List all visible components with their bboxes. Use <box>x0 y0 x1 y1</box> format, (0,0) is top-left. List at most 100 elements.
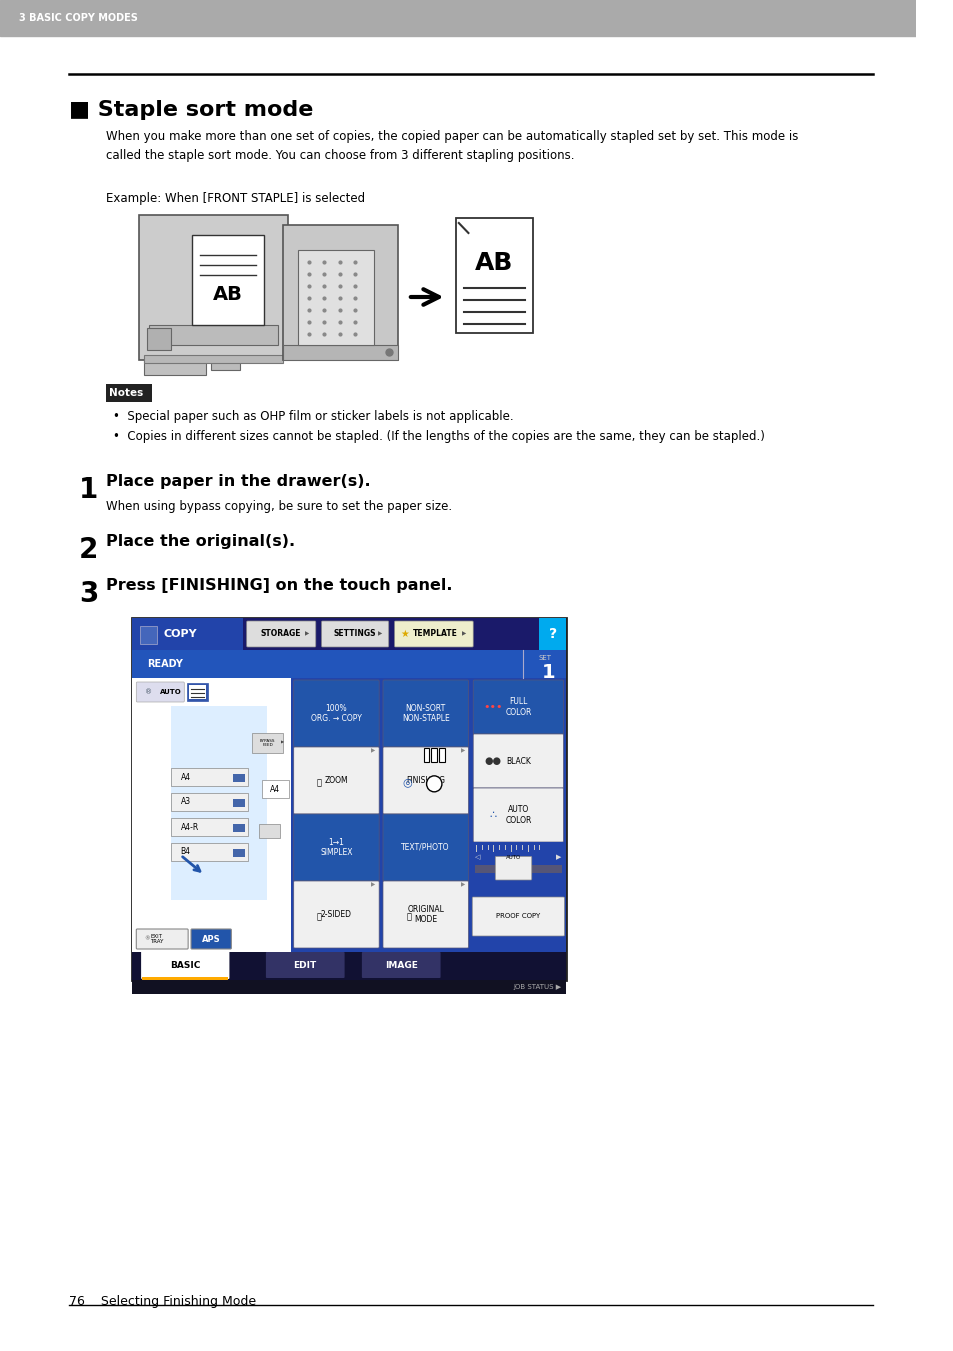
Bar <box>431 748 436 762</box>
FancyBboxPatch shape <box>473 680 563 734</box>
Text: ®: ® <box>144 936 150 942</box>
FancyBboxPatch shape <box>321 621 388 647</box>
Bar <box>132 979 566 994</box>
Text: AUTO: AUTO <box>160 689 182 694</box>
Bar <box>171 843 248 861</box>
Bar <box>132 617 566 979</box>
Bar <box>233 848 245 857</box>
Text: B4: B4 <box>180 847 191 857</box>
FancyBboxPatch shape <box>395 621 473 647</box>
Text: AUTO
COLOR: AUTO COLOR <box>505 805 531 824</box>
FancyBboxPatch shape <box>382 881 468 948</box>
Text: ●●: ●● <box>484 757 501 766</box>
Bar <box>0 0 915 36</box>
Bar <box>144 355 283 363</box>
Text: 3: 3 <box>79 580 98 608</box>
Bar <box>171 707 267 900</box>
Text: COPY: COPY <box>163 630 196 639</box>
FancyBboxPatch shape <box>136 929 188 948</box>
Text: •••: ••• <box>483 703 502 712</box>
Text: 76    Selecting Finishing Mode: 76 Selecting Finishing Mode <box>69 1296 256 1308</box>
Text: 📄: 📄 <box>316 778 321 788</box>
Text: BLACK: BLACK <box>505 757 530 766</box>
Text: A4: A4 <box>270 785 280 793</box>
Bar <box>233 798 245 807</box>
Bar <box>144 359 206 376</box>
Bar <box>132 952 566 979</box>
Bar <box>132 678 566 952</box>
Text: •  Special paper such as OHP film or sticker labels is not applicable.: • Special paper such as OHP film or stic… <box>113 409 514 423</box>
Text: ◁: ◁ <box>475 854 480 861</box>
Text: AB: AB <box>213 285 242 304</box>
Text: •  Copies in different sizes cannot be stapled. (If the lengths of the copies ar: • Copies in different sizes cannot be st… <box>113 430 764 443</box>
Bar <box>211 359 240 370</box>
Bar <box>132 678 291 952</box>
FancyBboxPatch shape <box>473 734 563 788</box>
FancyBboxPatch shape <box>294 815 378 881</box>
FancyBboxPatch shape <box>247 621 315 647</box>
Text: 1: 1 <box>541 662 556 681</box>
Bar <box>171 793 248 811</box>
Bar <box>283 345 398 359</box>
Text: ▶: ▶ <box>377 631 382 636</box>
FancyBboxPatch shape <box>294 881 378 948</box>
Text: 📄: 📄 <box>316 912 321 921</box>
Text: ▶: ▶ <box>556 854 560 861</box>
FancyBboxPatch shape <box>382 747 468 815</box>
Bar <box>438 748 444 762</box>
Text: ▶: ▶ <box>281 740 284 744</box>
Text: 1: 1 <box>79 476 98 504</box>
Text: BASIC: BASIC <box>170 962 200 970</box>
Bar <box>187 684 208 701</box>
Text: A4: A4 <box>180 773 191 781</box>
FancyBboxPatch shape <box>472 897 564 936</box>
Text: ★: ★ <box>400 630 409 639</box>
Text: EXIT
TRAY: EXIT TRAY <box>150 934 163 944</box>
Bar <box>132 617 243 650</box>
FancyBboxPatch shape <box>191 929 231 948</box>
Text: 📄: 📄 <box>406 912 411 921</box>
Bar <box>140 626 157 644</box>
Text: AB: AB <box>475 251 513 276</box>
Text: JOB STATUS ▶: JOB STATUS ▶ <box>513 984 561 990</box>
FancyBboxPatch shape <box>141 951 229 979</box>
Text: NON-SORT
NON-STAPLE: NON-SORT NON-STAPLE <box>401 704 449 723</box>
Text: Place paper in the drawer(s).: Place paper in the drawer(s). <box>106 474 370 489</box>
Bar <box>149 326 278 345</box>
Bar <box>171 767 248 786</box>
Text: ■ Staple sort mode: ■ Staple sort mode <box>69 100 314 120</box>
Text: Place the original(s).: Place the original(s). <box>106 534 294 549</box>
Text: ▶: ▶ <box>462 631 466 636</box>
Bar <box>192 235 264 326</box>
Bar <box>132 650 566 678</box>
Bar <box>189 685 206 698</box>
Text: APS: APS <box>202 935 220 943</box>
Text: STORAGE: STORAGE <box>261 630 301 639</box>
Bar <box>473 842 563 885</box>
Bar <box>233 824 245 832</box>
Text: ▶: ▶ <box>371 882 375 888</box>
Text: A4-R: A4-R <box>180 823 198 831</box>
Text: 3 BASIC COPY MODES: 3 BASIC COPY MODES <box>19 14 138 23</box>
FancyBboxPatch shape <box>495 857 531 880</box>
Text: TEMPLATE: TEMPLATE <box>413 630 457 639</box>
Bar <box>147 328 171 350</box>
Bar <box>142 977 228 979</box>
Text: 2: 2 <box>79 536 98 563</box>
Text: ∴: ∴ <box>489 811 497 820</box>
Text: FINISHING: FINISHING <box>406 775 445 785</box>
Text: When using bypass copying, be sure to set the paper size.: When using bypass copying, be sure to se… <box>106 500 451 513</box>
Text: ®: ® <box>145 689 152 694</box>
Bar <box>475 865 561 873</box>
Text: ◎: ◎ <box>401 777 412 788</box>
FancyBboxPatch shape <box>266 952 344 978</box>
Bar <box>262 780 289 798</box>
Text: ▶: ▶ <box>460 748 464 754</box>
Text: ZOOM: ZOOM <box>324 775 348 785</box>
Bar <box>132 617 566 650</box>
Bar <box>538 617 566 650</box>
FancyBboxPatch shape <box>136 682 184 703</box>
Bar <box>283 226 398 359</box>
Text: SET: SET <box>538 655 551 661</box>
FancyBboxPatch shape <box>473 788 563 842</box>
